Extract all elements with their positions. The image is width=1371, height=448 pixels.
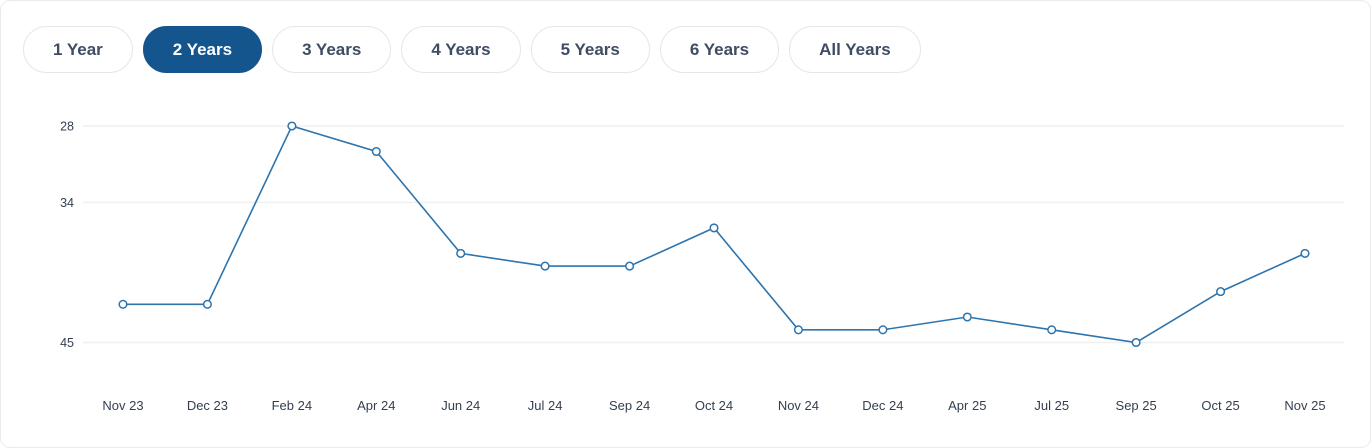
line-chart-svg: 28 34 45 Nov 23 Dec 23 Feb 24 Apr 24 Jun 24 Jul … [60,120,1344,413]
x-axis-tick-label: Oct 25 [1201,398,1239,413]
filter-button-4-years[interactable]: 4 Years [401,26,521,73]
rank-series-line [123,125,1306,344]
data-point-jul-25[interactable] [1047,325,1057,335]
y-axis-tick-label: 45 [60,336,74,350]
data-point-oct-25[interactable] [1216,287,1226,297]
data-point-oct-24[interactable] [709,223,719,233]
data-point-apr-24[interactable] [371,146,381,157]
x-axis-tick-label: Nov 24 [778,398,819,413]
data-point-feb-24[interactable] [287,121,297,131]
data-point-jun-24[interactable] [456,248,466,258]
data-point-jul-24[interactable] [540,261,550,271]
filter-button-2-years[interactable]: 2 Years [142,26,263,73]
filter-button-3-years[interactable]: 3 Years [272,26,392,73]
x-axis-tick-label: Sep 25 [1116,398,1157,413]
data-point-nov-23[interactable] [118,299,128,309]
data-point-sep-25[interactable] [1131,337,1141,348]
x-axis-tick-label: Apr 24 [357,398,395,413]
x-axis-tick-label: Feb 24 [272,398,312,413]
x-axis-tick-label: Dec 23 [187,398,228,413]
data-point-nov-25[interactable] [1300,248,1310,258]
filter-button-all-years[interactable]: All Years [789,26,921,73]
data-point-apr-25[interactable] [962,312,972,322]
x-axis-tick-label: Apr 25 [948,398,986,413]
x-axis-tick-label: Dec 24 [862,398,903,413]
data-point-dec-24[interactable] [878,325,888,335]
filter-button-1-year[interactable]: 1 Year [23,26,133,73]
x-axis-tick-label: Nov 25 [1284,398,1325,413]
x-axis-tick-label: Jun 24 [441,398,480,413]
data-point-sep-24[interactable] [625,261,635,271]
x-axis-tick-label: Jul 25 [1034,398,1069,413]
x-axis-tick-label: Oct 24 [695,398,733,413]
data-point-dec-23[interactable] [202,299,212,309]
x-axis-tick-label: Sep 24 [609,398,650,413]
filter-button-5-years[interactable]: 5 Years [530,26,650,73]
y-axis-tick-label: 34 [60,196,74,210]
filter-button-6-years[interactable]: 6 Years [659,26,780,73]
rank-trend-chart: 28 34 45 Nov 23 Dec 23 Feb 24 Apr 24 Jun 24 Jul … [1,91,1370,447]
time-range-filters: 1 Year 2 Years 3 Years 4 Years 5 Years 6 Year… [23,26,1370,73]
x-axis-tick-label: Nov 23 [102,398,143,413]
y-axis-tick-label: 28 [60,120,74,134]
x-axis-tick-label: Jul 24 [528,398,563,413]
data-point-nov-24[interactable] [793,325,803,335]
